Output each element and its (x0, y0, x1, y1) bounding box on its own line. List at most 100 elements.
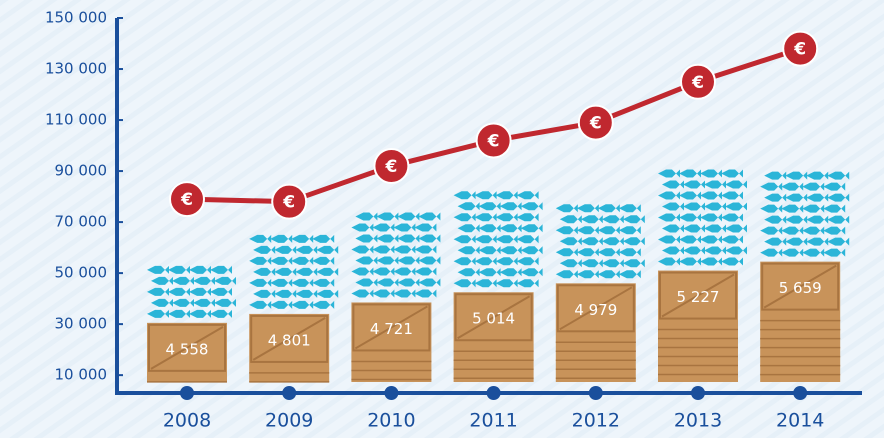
fish (414, 289, 437, 298)
fish (618, 204, 641, 213)
crate-label: 5 227 (677, 288, 720, 306)
crate-slat (457, 295, 531, 340)
fish (372, 245, 395, 254)
fish (658, 213, 680, 222)
fish (210, 309, 232, 318)
fish-stack (658, 169, 747, 266)
fish (147, 287, 169, 296)
euro-symbol: € (282, 193, 295, 213)
fish (576, 248, 599, 257)
fish (312, 300, 335, 309)
fish (418, 278, 441, 287)
fish (622, 237, 645, 246)
fish (214, 276, 236, 285)
fish (393, 289, 416, 298)
fish (355, 212, 378, 221)
fish (764, 193, 787, 202)
fish (147, 309, 169, 318)
fish (725, 224, 747, 233)
crate-label: 5 014 (472, 310, 515, 328)
y-tick-label: 50 000 (55, 264, 108, 282)
fish (249, 256, 272, 265)
fish (823, 182, 846, 191)
fish (189, 309, 211, 318)
crate (147, 322, 227, 383)
fish (453, 213, 476, 222)
fish (516, 235, 539, 244)
fish (295, 267, 318, 276)
crate-label: 4 979 (574, 301, 617, 319)
crate-slat (150, 325, 224, 370)
x-dot (793, 386, 808, 400)
fish (253, 267, 276, 276)
fish (827, 193, 850, 202)
fish (576, 226, 599, 235)
fish (151, 298, 173, 307)
fish (580, 215, 603, 224)
fish (806, 215, 829, 224)
fish (802, 226, 825, 235)
fish (193, 276, 215, 285)
fish (802, 182, 825, 191)
crate-box (761, 262, 840, 311)
crate-box (250, 314, 329, 363)
crate-slat (559, 286, 633, 331)
fish (622, 215, 645, 224)
crate (351, 302, 432, 382)
fish (478, 268, 501, 277)
fish (764, 237, 787, 246)
fish (721, 235, 743, 244)
fish (597, 248, 620, 257)
fish (764, 171, 787, 180)
fish (453, 257, 476, 266)
fish (495, 213, 518, 222)
fish (679, 213, 701, 222)
euro-marker (169, 181, 205, 218)
x-tick-label: 2011 (469, 410, 517, 432)
fish (679, 191, 701, 200)
fish-stack (147, 265, 236, 318)
fish (351, 289, 374, 298)
fish (520, 224, 543, 233)
fish (806, 171, 829, 180)
fish (355, 256, 378, 265)
fish (414, 245, 437, 254)
fish (827, 237, 850, 246)
fish (478, 224, 501, 233)
fish-stack (760, 171, 850, 257)
fish (683, 202, 705, 211)
fish (414, 267, 437, 276)
fish (785, 171, 808, 180)
fish (295, 245, 318, 254)
fish (721, 169, 743, 178)
crate-label: 5 659 (779, 279, 822, 297)
fish (478, 246, 501, 255)
fish (453, 235, 476, 244)
crate-box (454, 293, 533, 342)
euro-symbol: € (589, 114, 602, 134)
fish (397, 256, 420, 265)
crate-box (148, 323, 226, 372)
fish (210, 265, 232, 274)
fish (662, 224, 684, 233)
fish (414, 223, 437, 232)
fish (576, 204, 599, 213)
euro-marker (475, 122, 512, 159)
crate-body (453, 292, 534, 382)
fish (393, 245, 416, 254)
x-tick-label: 2010 (367, 410, 415, 432)
fish (516, 213, 539, 222)
fish (823, 248, 846, 257)
x-dot (691, 386, 705, 400)
crate-box (556, 284, 635, 333)
fish (249, 234, 272, 243)
crate-label: 4 801 (268, 331, 311, 349)
fish (499, 268, 522, 277)
x-dot (486, 386, 501, 400)
fish (453, 279, 476, 288)
fish (597, 226, 620, 235)
fish (457, 202, 480, 211)
x-tick-label: 2014 (776, 410, 824, 432)
fish (576, 270, 599, 279)
y-tick-label: 10 000 (55, 366, 108, 384)
